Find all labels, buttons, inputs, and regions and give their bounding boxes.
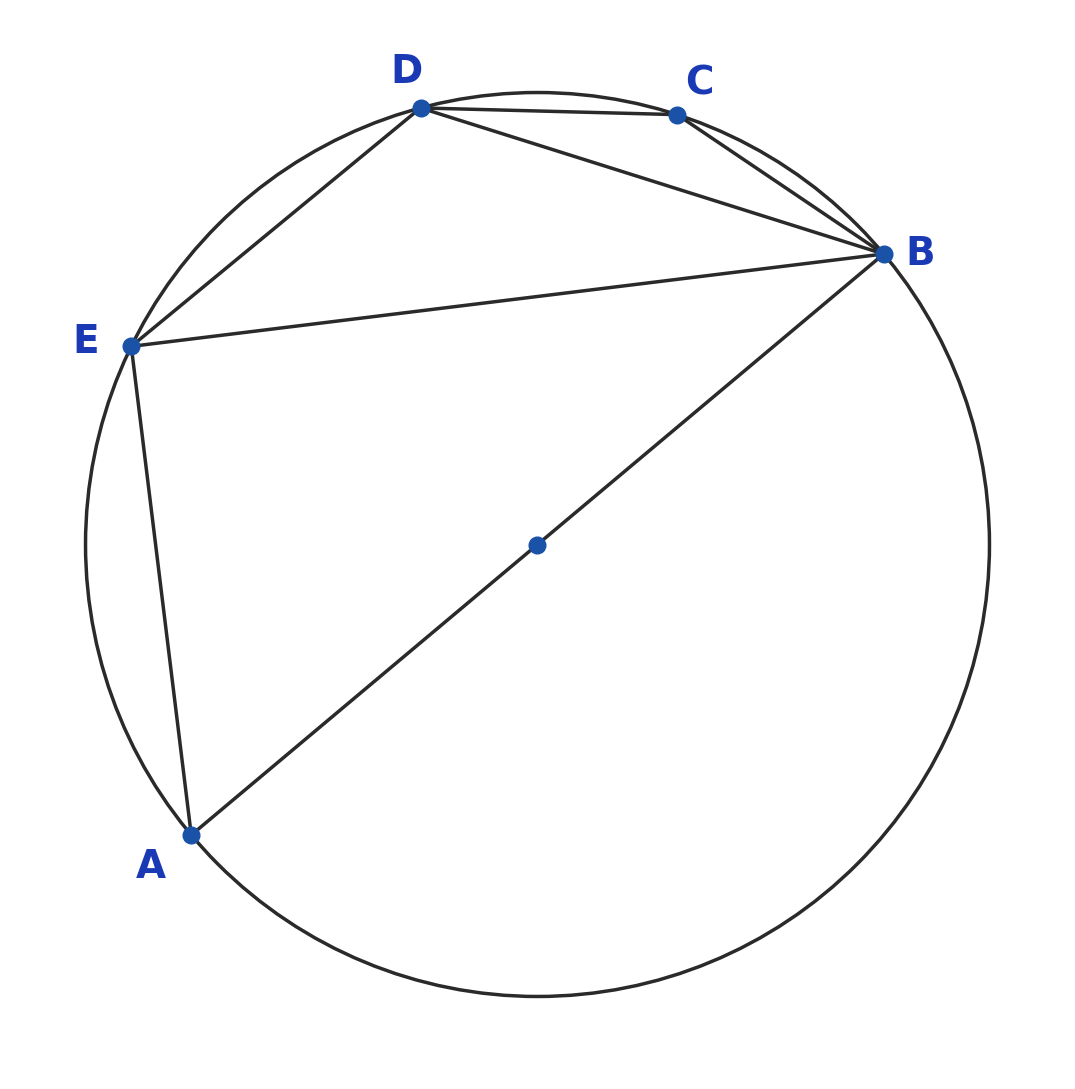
Text: C: C: [686, 64, 714, 102]
Text: D: D: [391, 52, 424, 90]
Text: E: E: [73, 322, 99, 360]
Text: A: A: [135, 847, 166, 885]
Text: B: B: [905, 235, 934, 273]
